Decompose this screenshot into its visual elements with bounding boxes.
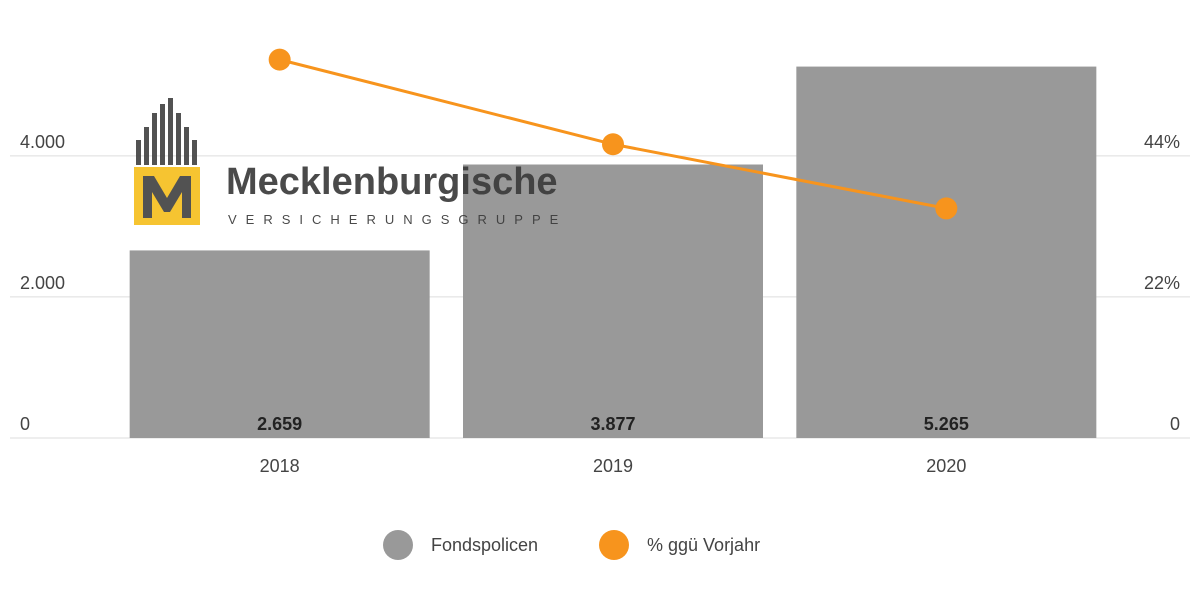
x-tick-label: 2019 bbox=[593, 456, 633, 476]
line-point bbox=[935, 197, 958, 220]
line-point bbox=[268, 48, 291, 71]
value-label: 5.265 bbox=[924, 414, 969, 434]
y2-tick-label: 22% bbox=[1144, 273, 1180, 293]
logo-tagline: VERSICHERUNGSGRUPPE bbox=[228, 212, 567, 227]
y2-tick-label: 0 bbox=[1170, 414, 1180, 434]
bar bbox=[796, 66, 1097, 438]
y-tick-label: 2.000 bbox=[20, 273, 65, 293]
legend-label: % ggü Vorjahr bbox=[647, 535, 760, 555]
line-point bbox=[602, 133, 624, 156]
y-tick-label: 4.000 bbox=[20, 132, 65, 152]
legend-marker bbox=[599, 530, 629, 560]
y2-tick-label: 44% bbox=[1144, 132, 1180, 152]
bar bbox=[129, 250, 430, 438]
logo-name: Mecklenburgische bbox=[226, 161, 558, 203]
x-tick-label: 2018 bbox=[260, 456, 300, 476]
value-label: 3.877 bbox=[590, 414, 635, 434]
x-tick-label: 2020 bbox=[926, 456, 966, 476]
value-label: 2.659 bbox=[257, 414, 302, 434]
bar bbox=[463, 164, 763, 438]
y-tick-label: 0 bbox=[20, 414, 30, 434]
legend-label: Fondspolicen bbox=[431, 535, 538, 555]
legend-marker bbox=[383, 530, 413, 560]
logo: Mecklenburgische VERSICHERUNGSGRUPPE bbox=[134, 98, 567, 227]
